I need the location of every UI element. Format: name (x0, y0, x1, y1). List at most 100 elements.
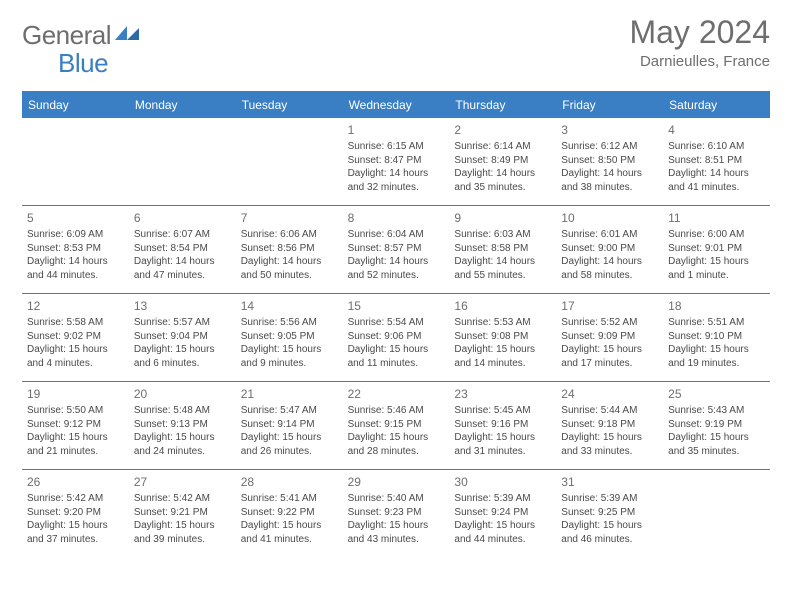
daylight-line: Daylight: 14 hours and 52 minutes. (348, 255, 445, 282)
day-number: 13 (134, 298, 231, 314)
day-number: 3 (561, 122, 658, 138)
day-cell: 1Sunrise: 6:15 AMSunset: 8:47 PMDaylight… (343, 117, 450, 205)
day-cell: 2Sunrise: 6:14 AMSunset: 8:49 PMDaylight… (449, 117, 556, 205)
sunrise-line: Sunrise: 6:00 AM (668, 228, 765, 242)
daylight-line: Daylight: 15 hours and 19 minutes. (668, 343, 765, 370)
sunrise-line: Sunrise: 6:09 AM (27, 228, 124, 242)
dayname-sunday: Sunday (22, 93, 129, 117)
day-cell: 30Sunrise: 5:39 AMSunset: 9:24 PMDayligh… (449, 469, 556, 557)
day-number: 30 (454, 474, 551, 490)
day-number: 18 (668, 298, 765, 314)
dayname-tuesday: Tuesday (236, 93, 343, 117)
day-number: 1 (348, 122, 445, 138)
sunrise-line: Sunrise: 5:58 AM (27, 316, 124, 330)
logo-icon (113, 22, 141, 49)
daylight-line: Daylight: 15 hours and 37 minutes. (27, 519, 124, 546)
calendar-grid: SundayMondayTuesdayWednesdayThursdayFrid… (22, 93, 770, 557)
day-cell: 3Sunrise: 6:12 AMSunset: 8:50 PMDaylight… (556, 117, 663, 205)
day-cell: 5Sunrise: 6:09 AMSunset: 8:53 PMDaylight… (22, 205, 129, 293)
sunset-line: Sunset: 9:04 PM (134, 330, 231, 344)
day-number: 23 (454, 386, 551, 402)
day-cell: 7Sunrise: 6:06 AMSunset: 8:56 PMDaylight… (236, 205, 343, 293)
daylight-line: Daylight: 15 hours and 43 minutes. (348, 519, 445, 546)
sunrise-line: Sunrise: 6:12 AM (561, 140, 658, 154)
day-cell: 11Sunrise: 6:00 AMSunset: 9:01 PMDayligh… (663, 205, 770, 293)
daylight-line: Daylight: 15 hours and 35 minutes. (668, 431, 765, 458)
sunset-line: Sunset: 8:56 PM (241, 242, 338, 256)
day-cell: 14Sunrise: 5:56 AMSunset: 9:05 PMDayligh… (236, 293, 343, 381)
day-cell: 13Sunrise: 5:57 AMSunset: 9:04 PMDayligh… (129, 293, 236, 381)
sunset-line: Sunset: 9:23 PM (348, 506, 445, 520)
empty-cell (22, 117, 129, 205)
daylight-line: Daylight: 14 hours and 35 minutes. (454, 167, 551, 194)
day-cell: 12Sunrise: 5:58 AMSunset: 9:02 PMDayligh… (22, 293, 129, 381)
day-number: 19 (27, 386, 124, 402)
sunrise-line: Sunrise: 6:15 AM (348, 140, 445, 154)
sunrise-line: Sunrise: 5:50 AM (27, 404, 124, 418)
sunrise-line: Sunrise: 5:52 AM (561, 316, 658, 330)
sunset-line: Sunset: 8:53 PM (27, 242, 124, 256)
day-number: 26 (27, 474, 124, 490)
sunrise-line: Sunrise: 5:42 AM (134, 492, 231, 506)
sunrise-line: Sunrise: 6:03 AM (454, 228, 551, 242)
sunset-line: Sunset: 9:06 PM (348, 330, 445, 344)
sunrise-line: Sunrise: 6:07 AM (134, 228, 231, 242)
sunset-line: Sunset: 9:05 PM (241, 330, 338, 344)
sunset-line: Sunset: 9:15 PM (348, 418, 445, 432)
sunset-line: Sunset: 8:57 PM (348, 242, 445, 256)
day-cell: 22Sunrise: 5:46 AMSunset: 9:15 PMDayligh… (343, 381, 450, 469)
daylight-line: Daylight: 15 hours and 33 minutes. (561, 431, 658, 458)
daylight-line: Daylight: 14 hours and 41 minutes. (668, 167, 765, 194)
day-cell: 20Sunrise: 5:48 AMSunset: 9:13 PMDayligh… (129, 381, 236, 469)
sunset-line: Sunset: 9:25 PM (561, 506, 658, 520)
daylight-line: Daylight: 14 hours and 55 minutes. (454, 255, 551, 282)
daylight-line: Daylight: 15 hours and 21 minutes. (27, 431, 124, 458)
day-cell: 24Sunrise: 5:44 AMSunset: 9:18 PMDayligh… (556, 381, 663, 469)
daylight-line: Daylight: 15 hours and 11 minutes. (348, 343, 445, 370)
daylight-line: Daylight: 14 hours and 38 minutes. (561, 167, 658, 194)
day-cell: 19Sunrise: 5:50 AMSunset: 9:12 PMDayligh… (22, 381, 129, 469)
day-cell: 21Sunrise: 5:47 AMSunset: 9:14 PMDayligh… (236, 381, 343, 469)
sunrise-line: Sunrise: 6:10 AM (668, 140, 765, 154)
dayname-saturday: Saturday (663, 93, 770, 117)
daylight-line: Daylight: 14 hours and 47 minutes. (134, 255, 231, 282)
sunset-line: Sunset: 9:09 PM (561, 330, 658, 344)
day-cell: 9Sunrise: 6:03 AMSunset: 8:58 PMDaylight… (449, 205, 556, 293)
day-number: 31 (561, 474, 658, 490)
sunrise-line: Sunrise: 5:39 AM (561, 492, 658, 506)
daylight-line: Daylight: 14 hours and 50 minutes. (241, 255, 338, 282)
day-cell: 18Sunrise: 5:51 AMSunset: 9:10 PMDayligh… (663, 293, 770, 381)
day-number: 5 (27, 210, 124, 226)
sunrise-line: Sunrise: 6:01 AM (561, 228, 658, 242)
daylight-line: Daylight: 15 hours and 17 minutes. (561, 343, 658, 370)
daylight-line: Daylight: 15 hours and 26 minutes. (241, 431, 338, 458)
sunset-line: Sunset: 8:58 PM (454, 242, 551, 256)
sunset-line: Sunset: 8:54 PM (134, 242, 231, 256)
empty-cell (236, 117, 343, 205)
dayname-thursday: Thursday (449, 93, 556, 117)
brand-part2: Blue (22, 48, 108, 78)
sunrise-line: Sunrise: 5:45 AM (454, 404, 551, 418)
daylight-line: Daylight: 15 hours and 4 minutes. (27, 343, 124, 370)
day-number: 24 (561, 386, 658, 402)
sunrise-line: Sunrise: 5:40 AM (348, 492, 445, 506)
dayname-monday: Monday (129, 93, 236, 117)
empty-cell (663, 469, 770, 557)
day-number: 7 (241, 210, 338, 226)
sunset-line: Sunset: 8:47 PM (348, 154, 445, 168)
brand-logo: General (22, 14, 143, 51)
sunset-line: Sunset: 9:18 PM (561, 418, 658, 432)
day-cell: 29Sunrise: 5:40 AMSunset: 9:23 PMDayligh… (343, 469, 450, 557)
day-number: 2 (454, 122, 551, 138)
day-cell: 16Sunrise: 5:53 AMSunset: 9:08 PMDayligh… (449, 293, 556, 381)
day-number: 20 (134, 386, 231, 402)
day-cell: 17Sunrise: 5:52 AMSunset: 9:09 PMDayligh… (556, 293, 663, 381)
day-cell: 23Sunrise: 5:45 AMSunset: 9:16 PMDayligh… (449, 381, 556, 469)
day-cell: 31Sunrise: 5:39 AMSunset: 9:25 PMDayligh… (556, 469, 663, 557)
sunset-line: Sunset: 9:14 PM (241, 418, 338, 432)
day-number: 12 (27, 298, 124, 314)
day-number: 8 (348, 210, 445, 226)
day-number: 15 (348, 298, 445, 314)
empty-cell (129, 117, 236, 205)
sunset-line: Sunset: 9:20 PM (27, 506, 124, 520)
